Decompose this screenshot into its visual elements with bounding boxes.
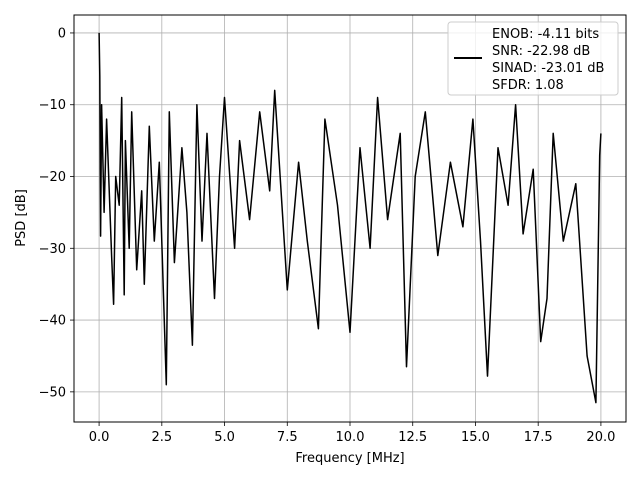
x-tick-label: 10.0 [336,430,365,445]
x-tick-label: 5.0 [214,430,235,445]
y-axis-ticks: 0 −10 −20 −30 −40 −50 [39,26,74,400]
y-tick-label: 0 [58,26,66,41]
x-tick-label: 17.5 [524,430,553,445]
x-axis-ticks: 0.0 2.5 5.0 7.5 10.0 12.5 15.0 17.5 20.0 [89,422,615,445]
legend-box [447,21,619,96]
x-tick-label: 2.5 [151,430,172,445]
y-tick-label: −20 [39,170,66,185]
y-tick-label: −30 [39,242,66,257]
legend: ENOB: -4.11 bits SNR: -22.98 dB SINAD: -… [447,21,619,96]
grid-lines [74,15,626,422]
x-tick-label: 20.0 [586,430,615,445]
legend-entry-sinad: SINAD: -23.01 dB [492,61,604,76]
y-tick-label: −40 [39,314,66,329]
legend-entry-snr: SNR: -22.98 dB [492,44,590,59]
series-layer [98,32,602,404]
x-tick-label: 7.5 [277,430,298,445]
legend-entry-enob: ENOB: -4.11 bits [492,27,599,42]
y-axis-label: PSD [dB] [14,189,29,247]
x-tick-label: 12.5 [398,430,427,445]
legend-entry-sfdr: SFDR: 1.08 [492,78,564,93]
x-tick-label: 15.0 [461,430,490,445]
x-tick-label: 0.0 [89,430,110,445]
y-tick-label: −10 [39,98,66,113]
psd-series-line [98,32,602,404]
x-axis-label: Frequency [MHz] [295,451,404,466]
y-tick-label: −50 [39,385,66,400]
